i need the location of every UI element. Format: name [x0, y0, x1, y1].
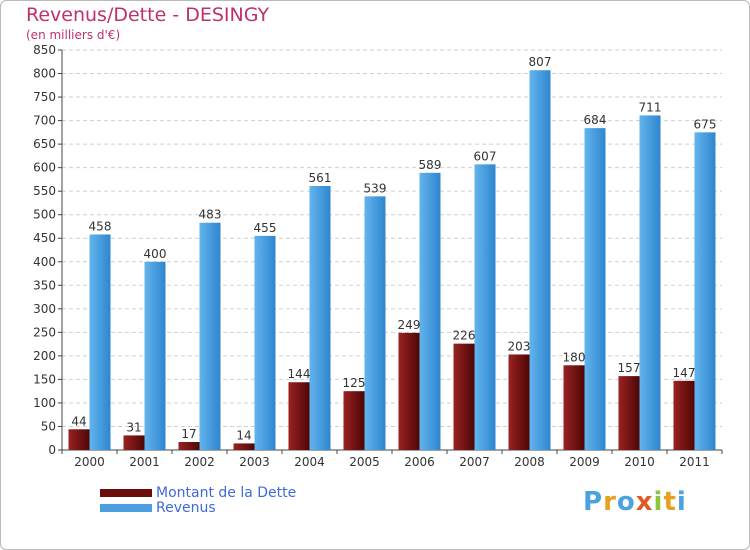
logo-letter: t [663, 487, 677, 517]
bar-revenus [529, 70, 551, 450]
data-label-revenus: 539 [364, 181, 387, 195]
y-tick-label: 600 [33, 161, 56, 175]
bar-revenus [89, 234, 111, 450]
data-label-dette: 147 [673, 366, 696, 380]
y-tick-label: 450 [33, 231, 56, 245]
x-tick-label: 2003 [239, 455, 270, 469]
logo-letter: i [653, 487, 664, 517]
bar-revenus [309, 186, 331, 450]
chart-title: Revenus/Dette - DESINGY [26, 4, 270, 26]
bar-revenus [144, 261, 166, 450]
x-tick-label: 2011 [679, 455, 710, 469]
data-label-dette: 226 [453, 329, 476, 343]
logo-letter: o [616, 487, 636, 517]
bar-dette [343, 391, 365, 450]
y-tick-label: 250 [33, 325, 56, 339]
x-tick-label: 2004 [294, 455, 325, 469]
bar-dette [68, 429, 90, 450]
y-tick-label: 200 [33, 349, 56, 363]
data-label-dette: 157 [618, 361, 641, 375]
bar-revenus [474, 164, 496, 450]
bar-revenus [254, 235, 276, 450]
x-tick-label: 2005 [349, 455, 380, 469]
legend-label-revenus: Revenus [156, 500, 216, 516]
bar-dette [563, 365, 585, 450]
data-label-revenus: 458 [89, 219, 112, 233]
data-label-revenus: 589 [419, 158, 442, 172]
data-label-dette: 125 [343, 376, 366, 390]
logo-letter: x [635, 487, 654, 517]
bar-dette [288, 382, 310, 450]
legend-swatch-dette [100, 489, 152, 497]
data-label-dette: 14 [236, 428, 251, 442]
data-label-revenus: 711 [639, 100, 662, 114]
y-tick-label: 800 [33, 67, 56, 81]
logo-letter: P [583, 487, 604, 517]
logo-letter: r [603, 487, 617, 517]
y-tick-label: 850 [33, 43, 56, 57]
data-label-revenus: 561 [309, 171, 332, 185]
logo-letter: i [676, 487, 687, 517]
bar-dette [618, 376, 640, 450]
x-tick-label: 2007 [459, 455, 490, 469]
y-tick-label: 700 [33, 114, 56, 128]
proxiti-logo: Proxiti [583, 487, 687, 517]
y-tick-label: 500 [33, 208, 56, 222]
bar-dette [233, 443, 255, 450]
legend-swatch-revenus [100, 504, 152, 512]
data-label-revenus: 675 [694, 117, 717, 131]
y-tick-label: 550 [33, 184, 56, 198]
y-tick-label: 0 [48, 443, 56, 457]
y-tick-label: 50 [41, 419, 56, 433]
bar-dette [178, 442, 200, 450]
bar-revenus [694, 132, 716, 450]
bar-dette [673, 380, 695, 450]
x-tick-label: 2002 [184, 455, 215, 469]
bar-revenus [364, 196, 386, 450]
grid-lines [62, 49, 722, 451]
bar-dette [123, 435, 145, 450]
bar-dette [453, 343, 475, 450]
y-tick-label: 650 [33, 137, 56, 151]
bar-dette [398, 332, 420, 450]
x-tick-label: 2010 [624, 455, 655, 469]
y-tick-label: 750 [33, 90, 56, 104]
x-tick-label: 2000 [74, 455, 105, 469]
data-label-revenus: 455 [254, 221, 277, 235]
bar-revenus [199, 222, 221, 450]
data-label-dette: 249 [398, 318, 421, 332]
bars [68, 70, 716, 450]
axes: 0 50 100 150 200 250 300 350 400 450 500 550 600 650 7… [33, 43, 723, 469]
bar-revenus [419, 172, 441, 450]
bar-revenus [639, 115, 661, 450]
legend-label-dette: Montant de la Dette [156, 485, 297, 501]
data-label-dette: 203 [508, 339, 531, 353]
bar-revenus [584, 128, 606, 450]
data-label-revenus: 807 [529, 55, 552, 69]
data-label-dette: 180 [563, 350, 586, 364]
y-tick-label: 350 [33, 278, 56, 292]
data-label-revenus: 483 [199, 208, 222, 222]
y-tick-label: 150 [33, 372, 56, 386]
x-tick-label: 2006 [404, 455, 435, 469]
chart-subtitle: (en milliers d'€) [26, 28, 121, 42]
data-label-revenus: 684 [584, 113, 607, 127]
data-label-dette: 31 [126, 420, 141, 434]
data-label-dette: 17 [181, 427, 196, 441]
data-label-revenus: 607 [474, 149, 497, 163]
x-tick-label: 2001 [129, 455, 160, 469]
bar-dette [508, 354, 530, 450]
data-labels: 44 458 31 400 17 483 14 455 144 561 125 539 249 589 22… [71, 55, 716, 442]
x-tick-label: 2009 [569, 455, 600, 469]
data-label-dette: 144 [288, 367, 311, 381]
data-label-revenus: 400 [144, 247, 167, 261]
y-tick-label: 400 [33, 255, 56, 269]
y-tick-label: 300 [33, 302, 56, 316]
y-tick-label: 100 [33, 396, 56, 410]
x-tick-label: 2008 [514, 455, 545, 469]
data-label-dette: 44 [71, 414, 86, 428]
